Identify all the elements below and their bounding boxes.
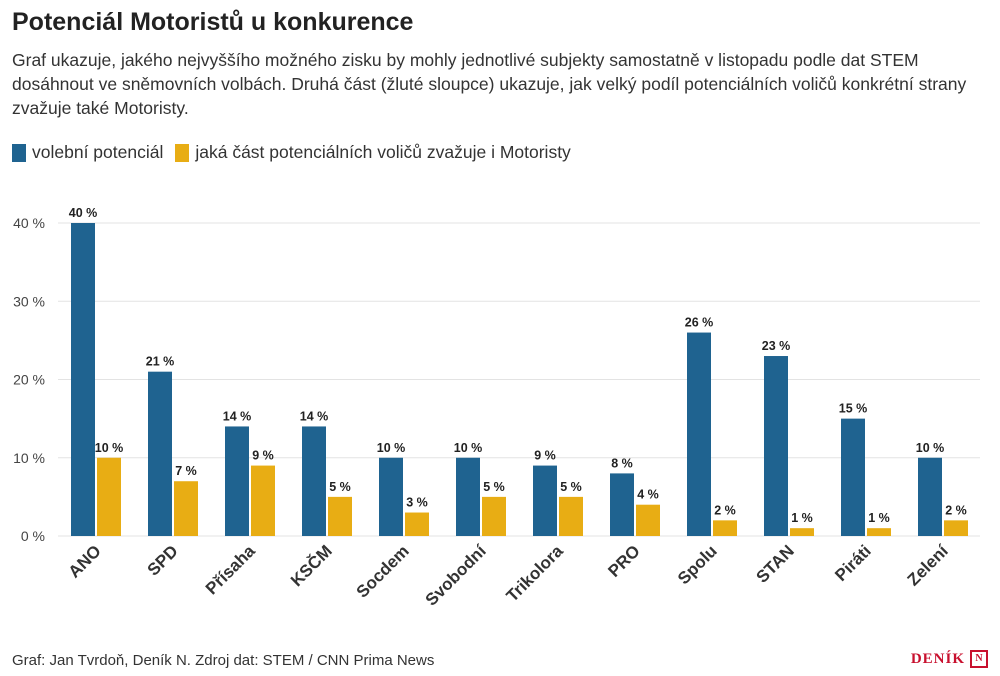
- data-label: 14 %: [300, 409, 329, 423]
- bar-potential: [379, 457, 403, 536]
- data-label: 10 %: [377, 441, 406, 455]
- y-tick-label: 0 %: [21, 528, 45, 544]
- x-tick-label: SPD: [144, 541, 182, 579]
- footer-credit: Graf: Jan Tvrdoň, Deník N. Zdroj dat: ST…: [12, 652, 435, 669]
- data-label: 1 %: [868, 511, 890, 525]
- bar-potential: [456, 457, 480, 536]
- bar-chart: 0 % 10 % 20 % 30 % 40 % 40 % 10 % ANO 21 % 7 % SPD…: [13, 206, 980, 610]
- data-label: 26 %: [685, 316, 714, 330]
- data-label: 14 %: [223, 409, 252, 423]
- bar-motoristy: [867, 528, 891, 536]
- bar-motoristy: [790, 528, 814, 536]
- y-tick-label: 30 %: [13, 293, 45, 309]
- bar-potential: [302, 426, 326, 536]
- x-tick-label: Trikolora: [503, 541, 568, 606]
- x-tick-label: Spolu: [674, 541, 721, 588]
- y-tick-label: 40 %: [13, 215, 45, 231]
- x-tick-label: KSČM: [287, 541, 336, 590]
- bar-potential: [918, 457, 942, 536]
- bar-potential: [148, 371, 172, 536]
- data-label: 2 %: [945, 503, 967, 517]
- bar-motoristy: [328, 496, 352, 536]
- data-label: 23 %: [762, 339, 791, 353]
- data-label: 5 %: [560, 480, 582, 494]
- data-label: 21 %: [146, 355, 175, 369]
- bar-potential: [764, 356, 788, 536]
- data-label: 15 %: [839, 402, 868, 416]
- x-tick-label: Přísaha: [202, 541, 259, 598]
- bar-motoristy: [97, 457, 121, 536]
- bar-potential: [225, 426, 249, 536]
- brand-name: DENÍK: [910, 650, 965, 667]
- legend-item-motoristy: jaká část potenciálních voličů zvažuje i…: [175, 142, 571, 163]
- bar-potential: [841, 418, 865, 536]
- legend-label-motoristy: jaká část potenciálních voličů zvažuje i…: [195, 142, 571, 162]
- brand-mark: N: [970, 650, 988, 668]
- bar-potential: [71, 223, 95, 536]
- bar-potential: [687, 332, 711, 536]
- x-tick-label: Svobodní: [422, 541, 491, 610]
- data-label: 5 %: [483, 480, 505, 494]
- y-tick-label: 10 %: [13, 450, 45, 466]
- data-label: 10 %: [916, 441, 945, 455]
- bar-motoristy: [482, 496, 506, 536]
- bar-potential: [610, 473, 634, 536]
- brand-logo: DENÍK N: [911, 650, 988, 668]
- legend-swatch-motoristy: [175, 143, 190, 162]
- data-label: 9 %: [534, 449, 556, 463]
- bar-motoristy: [405, 512, 429, 536]
- data-label: 10 %: [454, 441, 483, 455]
- legend-label-potential: volební potenciál: [32, 142, 164, 162]
- data-label: 9 %: [252, 449, 274, 463]
- bar-motoristy: [636, 504, 660, 536]
- bar-motoristy: [559, 496, 583, 536]
- legend-item-potential: volební potenciál: [12, 142, 163, 163]
- x-tick-label: Piráti: [831, 541, 875, 585]
- x-tick-label: PRO: [604, 541, 643, 580]
- data-label: 5 %: [329, 480, 351, 494]
- bar-motoristy: [944, 520, 968, 536]
- bar-motoristy: [174, 481, 198, 536]
- legend: volební potenciál jaká část potenciálníc…: [12, 142, 583, 163]
- x-tick-label: ANO: [65, 541, 105, 581]
- bar-potential: [533, 465, 557, 536]
- bar-motoristy: [251, 465, 275, 536]
- data-label: 10 %: [95, 441, 124, 455]
- bar-motoristy: [713, 520, 737, 536]
- legend-swatch-potential: [12, 143, 26, 162]
- y-tick-label: 20 %: [13, 372, 45, 388]
- data-label: 7 %: [175, 464, 197, 478]
- chart-title: Potenciál Motoristů u konkurence: [12, 8, 414, 36]
- data-label: 40 %: [69, 206, 98, 220]
- x-tick-label: STAN: [753, 541, 798, 586]
- chart-subtitle: Graf ukazuje, jakého nejvyššího možného …: [12, 50, 967, 118]
- data-label: 8 %: [611, 456, 633, 470]
- x-tick-label: Socdem: [353, 541, 413, 601]
- data-label: 3 %: [406, 496, 428, 510]
- data-label: 2 %: [714, 503, 736, 517]
- x-tick-label: Zelení: [904, 540, 953, 589]
- data-label: 1 %: [791, 511, 813, 525]
- data-label: 4 %: [637, 488, 659, 502]
